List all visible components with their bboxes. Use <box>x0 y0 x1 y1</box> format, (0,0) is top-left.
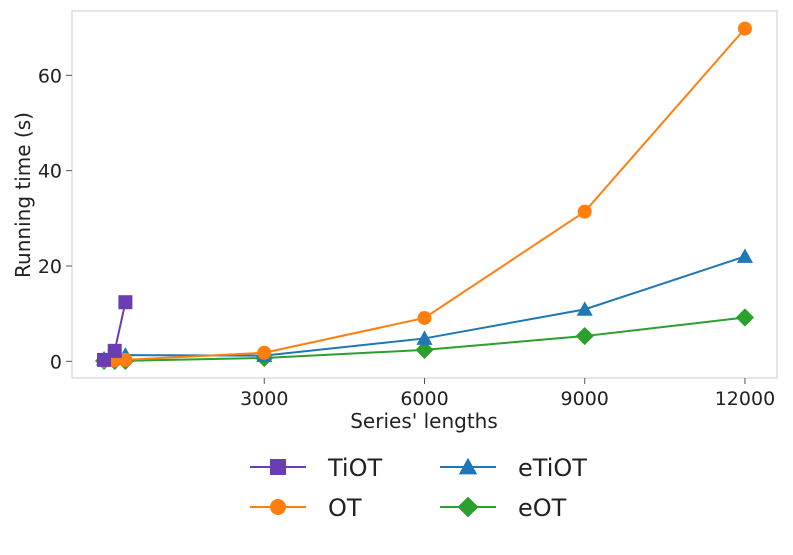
y-axis-label: Running time (s) <box>11 112 35 278</box>
x-axis-ticks: 3000 6000 9000 12000 <box>240 378 775 410</box>
data-point-eot <box>575 326 594 346</box>
data-point-eot <box>415 340 434 359</box>
legend-item-eot: eOT <box>440 494 567 522</box>
y-tick-label: 0 <box>50 351 62 373</box>
x-tick-label: 6000 <box>400 388 448 410</box>
legend-item-ot: OT <box>250 494 362 522</box>
y-tick-label: 20 <box>38 256 62 278</box>
legend-label: OT <box>328 494 362 522</box>
legend-marker-ot <box>270 499 286 515</box>
data-point-etiot <box>416 330 433 345</box>
data-point-tiot <box>107 343 122 358</box>
data-point-etiot <box>736 248 754 263</box>
legend-item-etiot: eTiOT <box>440 454 587 482</box>
x-tick-label: 3000 <box>240 388 288 410</box>
y-tick-label: 40 <box>38 161 62 183</box>
series-tiot <box>97 295 133 367</box>
legend-label: TiOT <box>327 454 382 482</box>
legend-marker-tiot <box>270 459 286 475</box>
legend-item-tiot: TiOT <box>250 454 382 482</box>
y-axis-ticks: 0 20 40 60 <box>38 65 72 373</box>
series-ot <box>97 21 752 368</box>
y-tick-label: 60 <box>38 65 62 87</box>
data-point-etiot <box>576 301 593 316</box>
data-point-tiot <box>118 295 133 310</box>
data-point-ot <box>417 310 432 325</box>
data-point-ot <box>577 204 592 219</box>
x-axis-label: Series' lengths <box>350 409 498 433</box>
legend-label: eOT <box>518 494 567 522</box>
data-point-ot <box>257 345 272 360</box>
data-point-ot <box>118 352 133 367</box>
series-layer <box>94 21 755 370</box>
data-point-ot <box>737 21 752 36</box>
data-point-tiot <box>97 352 112 367</box>
data-point-eot <box>735 308 755 327</box>
x-tick-label: 9000 <box>561 388 609 410</box>
legend: TiOT OT eTiOT eOT <box>250 454 587 522</box>
legend-label: eTiOT <box>518 454 587 482</box>
x-tick-label: 12000 <box>715 388 775 410</box>
legend-marker-eot <box>457 496 479 518</box>
legend-marker-etiot <box>458 457 478 475</box>
